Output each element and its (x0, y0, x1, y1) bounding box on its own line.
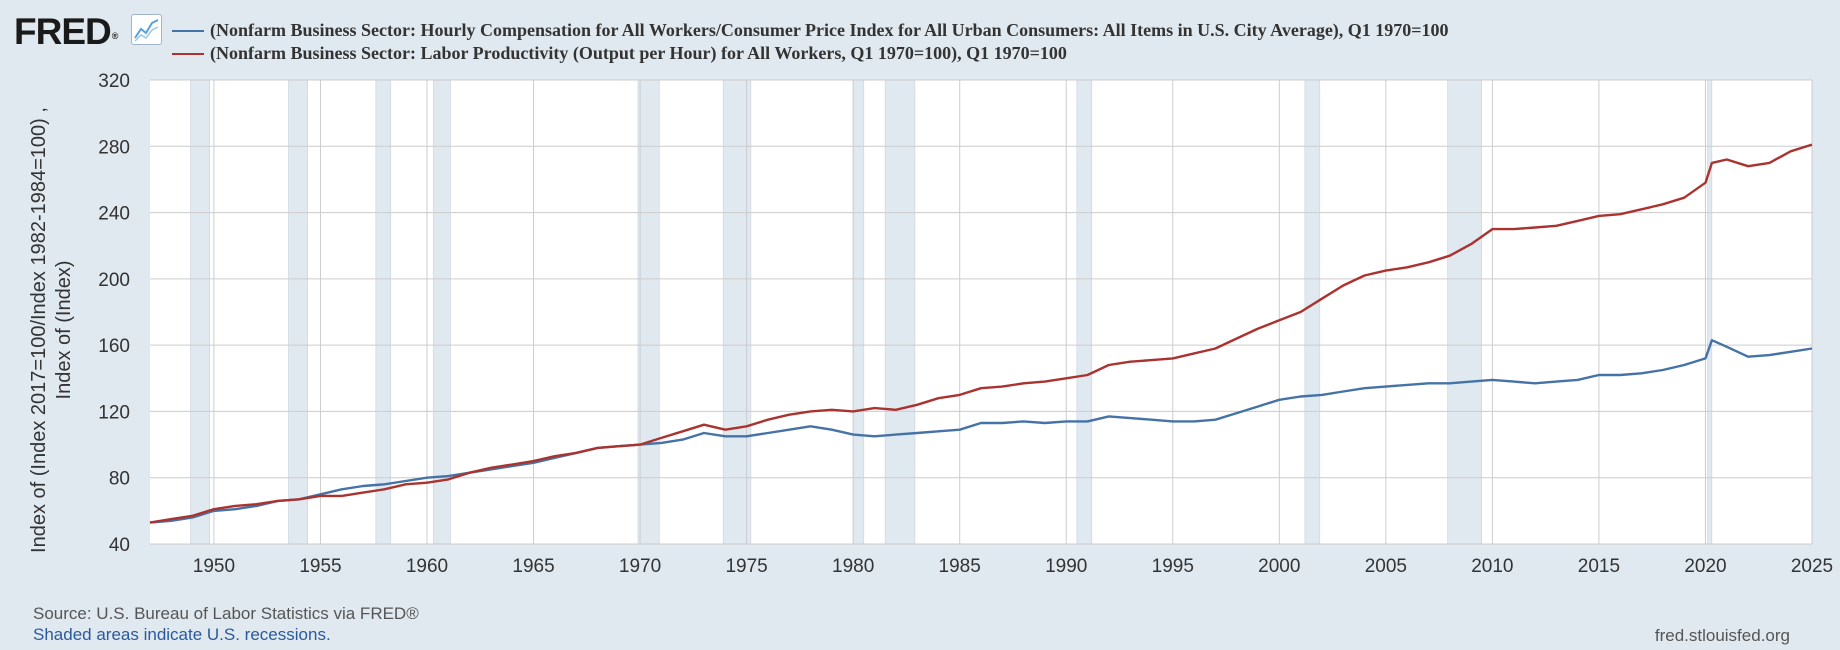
recession-band-2 (288, 79, 308, 545)
line-graph-icon (131, 14, 162, 45)
fred-logo-badge: ® (111, 31, 119, 41)
x-tick-label-1995: 1995 (1152, 556, 1194, 577)
x-tick-label-2000: 2000 (1258, 556, 1300, 577)
series-line-compensation[interactable] (149, 339, 1813, 524)
recession-band-3 (375, 79, 392, 545)
header: FRED® (Nonfarm Business Sector: Hourly C… (14, 10, 1814, 70)
y-tick-label-320: 320 (98, 71, 130, 92)
recession-band-7 (852, 79, 865, 545)
plot-background (150, 80, 1812, 544)
recession-band-12 (1707, 79, 1713, 545)
x-tick-label-1985: 1985 (939, 556, 981, 577)
x-tick-label-2010: 2010 (1471, 556, 1513, 577)
y-tick-label-200: 200 (98, 270, 130, 291)
recession-band-1 (190, 79, 210, 545)
fred-logo-text: FRED (14, 11, 112, 52)
y-tick-label-240: 240 (98, 204, 130, 225)
legend: (Nonfarm Business Sector: Hourly Compens… (172, 19, 1449, 65)
fred-logo[interactable]: FRED® (14, 11, 119, 52)
x-tick-label-1950: 1950 (193, 556, 235, 577)
x-tick-label-1965: 1965 (512, 556, 554, 577)
recession-band-5 (637, 79, 660, 545)
y-tick-label-120: 120 (98, 402, 130, 423)
x-tick-label-1960: 1960 (406, 556, 448, 577)
footer-notes: Source: U.S. Bureau of Labor Statistics … (33, 603, 419, 645)
legend-item-productivity[interactable]: (Nonfarm Business Sector: Labor Producti… (172, 42, 1449, 65)
x-tick-label-2020: 2020 (1684, 556, 1726, 577)
x-tick-label-2025: 2025 (1791, 556, 1833, 577)
source-note: Source: U.S. Bureau of Labor Statistics … (33, 604, 419, 623)
recession-note[interactable]: Shaded areas indicate U.S. recessions. (33, 625, 331, 644)
recession-band-10 (1304, 79, 1321, 545)
series-line-productivity[interactable] (149, 143, 1813, 524)
legend-label-compensation: (Nonfarm Business Sector: Hourly Compens… (210, 20, 1449, 40)
y-tick-label-40: 40 (109, 535, 130, 556)
y-tick-label-160: 160 (98, 336, 130, 357)
legend-item-compensation[interactable]: (Nonfarm Business Sector: Hourly Compens… (172, 19, 1449, 42)
legend-swatch-compensation (172, 29, 204, 32)
legend-label-productivity: (Nonfarm Business Sector: Labor Producti… (210, 43, 1067, 63)
y-tick-label-80: 80 (109, 469, 130, 490)
x-tick-label-1975: 1975 (725, 556, 767, 577)
recession-band-4 (433, 79, 451, 545)
y-axis-label-line-2: Index of (Index) (53, 261, 75, 400)
recession-band-8 (884, 79, 916, 545)
x-tick-label-2005: 2005 (1365, 556, 1407, 577)
site-url[interactable]: fred.stlouisfed.org (1654, 626, 1790, 645)
legend-swatch-productivity (172, 52, 204, 55)
x-tick-label-1990: 1990 (1045, 556, 1087, 577)
recession-band-9 (1076, 79, 1093, 545)
x-tick-label-1955: 1955 (299, 556, 341, 577)
y-axis-label-line-1: Index of (Index 2017=100/Index 1982-1984… (28, 107, 50, 553)
x-tick-label-2015: 2015 (1578, 556, 1620, 577)
recession-band-11 (1447, 79, 1483, 545)
x-tick-label-1980: 1980 (832, 556, 874, 577)
x-tick-label-1970: 1970 (619, 556, 661, 577)
y-tick-label-280: 280 (98, 137, 130, 158)
